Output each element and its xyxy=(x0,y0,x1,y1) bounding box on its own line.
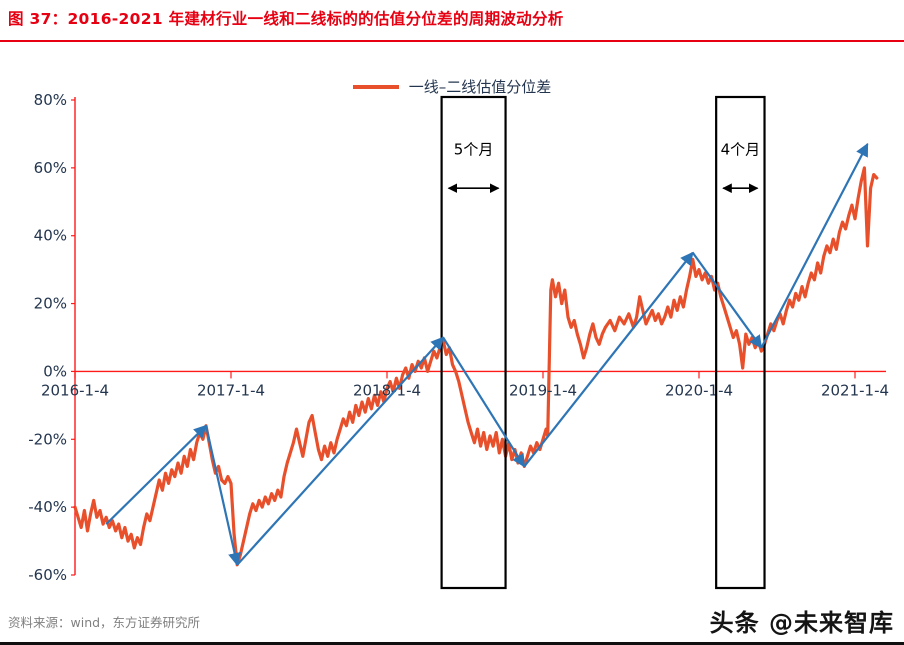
bottom-divider xyxy=(0,642,904,645)
trend-arrow xyxy=(523,251,694,468)
y-tick-label: 0% xyxy=(43,362,67,380)
legend-line-swatch xyxy=(352,84,399,89)
title-divider xyxy=(0,40,904,42)
series-line xyxy=(73,166,879,567)
figure-title: 图 37：2016-2021 年建材行业一线和二线标的的估值分位差的周期波动分析 xyxy=(8,10,564,28)
trend-arrow xyxy=(236,336,445,566)
watermark: 头条 @未来智库 xyxy=(709,609,894,637)
y-tick-label: 80% xyxy=(34,91,67,109)
y-tick-label: -40% xyxy=(28,498,67,516)
period-box xyxy=(440,95,507,590)
x-tick-label: 2016-1-4 xyxy=(41,381,109,399)
y-tick-label: -60% xyxy=(28,566,67,584)
x-tick-label: 2017-1-4 xyxy=(197,381,265,399)
chart-legend: 一线–二线估值分位差 xyxy=(0,76,904,97)
legend-label: 一线–二线估值分位差 xyxy=(408,78,552,96)
x-tick-label: 2019-1-4 xyxy=(509,381,577,399)
trend-arrow xyxy=(204,425,242,567)
period-box-label: 4个月 xyxy=(721,140,761,158)
trend-arrow xyxy=(691,252,763,349)
y-tick-label: 40% xyxy=(34,227,67,245)
y-tick-label: 20% xyxy=(34,295,67,313)
trend-arrow xyxy=(442,336,526,468)
trend-arrow xyxy=(760,142,869,349)
x-tick-label: 2018-1-4 xyxy=(353,381,421,399)
source-note: 资料来源：wind，东方证券研究所 xyxy=(8,615,201,630)
trend-arrow xyxy=(105,424,207,525)
x-tick-label: 2020-1-4 xyxy=(665,381,733,399)
y-tick-label: 60% xyxy=(34,159,67,177)
y-tick-label: -20% xyxy=(28,430,67,448)
period-box-label: 5个月 xyxy=(454,140,494,158)
x-tick-label: 2021-1-4 xyxy=(821,381,889,399)
